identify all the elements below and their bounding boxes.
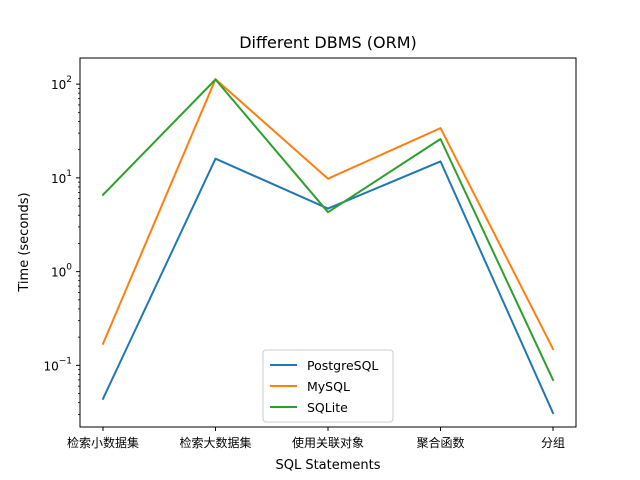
- y-tick-base: 10: [51, 78, 66, 92]
- y-tick-base: 10: [51, 266, 66, 280]
- x-tick-label: 分组: [541, 436, 565, 450]
- x-tick-label: 检索大数据集: [179, 435, 251, 450]
- y-tick-label: 100: [51, 263, 72, 280]
- y-tick-exponent: 0: [66, 263, 72, 273]
- y-tick-exponent: 2: [66, 75, 72, 85]
- y-axis-label: Time (seconds): [17, 192, 32, 292]
- x-axis: 检索小数据集 检索大数据集 使用关联对象 聚合函数 分组: [67, 427, 565, 450]
- y-tick-exponent: 1: [66, 169, 72, 179]
- legend: PostgreSQL MySQL SQLite: [262, 349, 394, 423]
- y-tick-label: 101: [51, 169, 72, 186]
- x-tick-label: 检索小数据集: [67, 435, 139, 450]
- y-tick-base: 10: [43, 359, 58, 373]
- y-tick-exponent: −1: [59, 356, 72, 366]
- chart-title: Different DBMS (ORM): [239, 33, 417, 52]
- series-line-mysql: [101, 78, 555, 351]
- legend-label: SQLite: [307, 400, 348, 415]
- x-tick-label: 使用关联对象: [292, 435, 364, 450]
- series-lines: [101, 78, 555, 415]
- series-line-sqlite: [101, 78, 555, 382]
- y-tick-label: 10−1: [43, 356, 72, 373]
- y-tick-label: 102: [51, 75, 72, 92]
- x-tick-label: 聚合函数: [416, 435, 464, 450]
- series-line-postgresql: [101, 157, 555, 415]
- x-axis-label: SQL Statements: [275, 458, 380, 473]
- legend-box: [262, 349, 394, 423]
- legend-label: PostgreSQL: [307, 358, 378, 373]
- y-tick-base: 10: [51, 172, 66, 186]
- plot-frame: [79, 57, 577, 428]
- legend-label: MySQL: [307, 379, 350, 394]
